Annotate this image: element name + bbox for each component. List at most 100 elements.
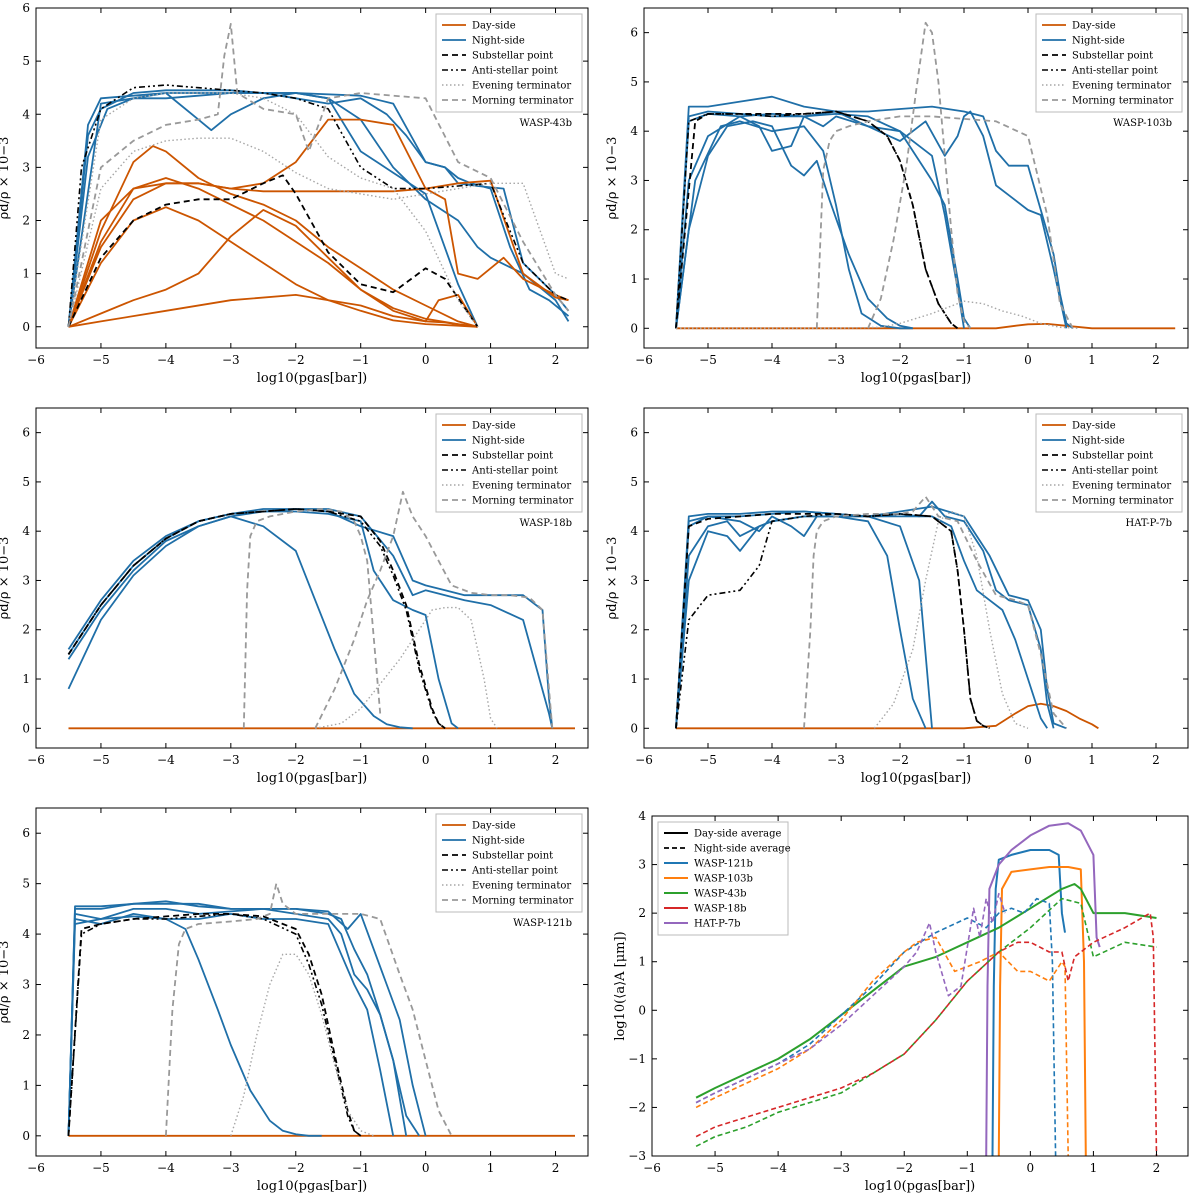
y-axis-label: log10(⟨a⟩A [μm]) — [613, 931, 628, 1040]
legend: Day-side Night-side Substellar point Anti-s… — [1035, 13, 1183, 113]
x-axis-label: log10(pgas[bar]) — [257, 371, 368, 386]
y-tick-label: −2 — [628, 1100, 646, 1114]
legend-label-night-side-average: Night-side average — [694, 844, 791, 855]
legend-label-anti-stellar-point: Anti-stellar point — [1071, 466, 1158, 477]
series-line-wasp-43b — [695, 883, 1157, 1099]
y-tick-label: 6 — [630, 26, 638, 40]
panel-1: −6 −5 −4 −3 −2 −1 0 1 2 0 1 2 3 4 5 6 log10(pgas[bar]) ρd… — [0, 1, 589, 386]
legend-label-day-side: Day-side — [472, 821, 516, 832]
y-tick-label: 4 — [638, 809, 646, 823]
series-line-night-side — [675, 515, 1048, 729]
legend-label-hat-p-7b: HAT-P-7b — [694, 919, 740, 930]
x-tick-label: −6 — [27, 1161, 45, 1175]
legend-label-day-side: Day-side — [1072, 421, 1116, 432]
series-line-day-side — [68, 208, 478, 328]
series-line-night-side — [675, 515, 933, 729]
x-tick-label: −5 — [92, 753, 110, 767]
legend: Day-side Night-side Substellar point Anti-s… — [1035, 413, 1183, 513]
x-tick-label: −3 — [827, 753, 845, 767]
series-line-night-side — [675, 95, 1074, 330]
series-line-night-side — [67, 92, 570, 327]
series-line-wasp-43b — [695, 897, 1157, 1148]
series-group — [695, 822, 1158, 1156]
x-tick-label: 0 — [422, 1161, 430, 1175]
series-line-day-side — [676, 702, 1099, 730]
legend-label-substellar-point: Substellar point — [472, 851, 553, 862]
series-line-night-side — [675, 110, 1068, 329]
x-tick-label: −4 — [769, 1161, 787, 1175]
x-tick-label: −5 — [92, 353, 110, 367]
legend-label-day-side: Day-side — [1072, 21, 1116, 32]
panel-3: −6 −5 −4 −3 −2 −1 0 1 2 0 1 2 3 4 5 6 log10(pgas[bar]) ρd… — [0, 407, 589, 786]
y-tick-label: 2 — [630, 623, 638, 637]
y-tick-label: 1 — [22, 267, 30, 281]
legend-label-morning-terminator: Morning terminator — [1072, 96, 1174, 107]
series-line-night-side — [675, 515, 927, 729]
x-tick-label: −1 — [958, 1161, 976, 1175]
series-line-day-side — [67, 177, 478, 328]
panel-6: −6 −5 −4 −3 −2 −1 0 1 2 −3 −2 −1 0 1 2 3 4 log10(pgas[bar… — [613, 809, 1189, 1194]
legend-label-night-side: Night-side — [1072, 36, 1125, 47]
legend-label-evening-terminator: Evening terminator — [472, 81, 571, 92]
legend-label-anti-stellar-point: Anti-stellar point — [471, 866, 558, 877]
legend-label-morning-terminator: Morning terminator — [472, 96, 574, 107]
y-axis-label: ρd/ρ × 10−3 — [0, 137, 12, 220]
y-tick-label: 6 — [630, 426, 638, 440]
x-tick-label: −1 — [955, 753, 973, 767]
y-tick-label: 5 — [22, 877, 30, 891]
legend: Day-side Night-side Substellar point Anti-s… — [435, 13, 583, 113]
y-tick-label: 4 — [630, 524, 638, 538]
series-line-anti-stellar-point — [675, 513, 990, 730]
series-line-day-side — [67, 206, 478, 328]
legend-label-day-side: Day-side — [472, 421, 516, 432]
series-line-night-side — [675, 120, 913, 330]
y-tick-label: 3 — [22, 978, 30, 992]
y-tick-label: 3 — [630, 173, 638, 187]
planet-label: WASP-103b — [1113, 118, 1172, 129]
series-line-morning-terminator — [242, 508, 382, 729]
x-tick-label: −6 — [27, 353, 45, 367]
x-tick-label: 1 — [487, 753, 495, 767]
x-tick-label: 1 — [487, 1161, 495, 1175]
y-tick-label: 0 — [638, 1003, 646, 1017]
x-tick-label: 0 — [422, 753, 430, 767]
x-tick-label: −1 — [352, 753, 370, 767]
legend-label-wasp-103b: WASP-103b — [694, 874, 753, 885]
series-line-night-side — [67, 900, 420, 1137]
series-line-anti-stellar-point — [67, 84, 569, 327]
legend-label-anti-stellar-point: Anti-stellar point — [471, 466, 558, 477]
x-tick-label: 2 — [552, 753, 560, 767]
legend-label-substellar-point: Substellar point — [472, 51, 553, 62]
y-axis-label: ρd/ρ × 10−3 — [605, 137, 620, 220]
series-line-night-side — [67, 92, 570, 327]
y-tick-label: 0 — [22, 320, 30, 334]
x-tick-label: −4 — [157, 353, 175, 367]
planet-label: HAT-P-7b — [1126, 518, 1172, 529]
series-line-night-side — [67, 915, 322, 1137]
x-tick-label: −6 — [635, 753, 653, 767]
series-group — [675, 495, 1099, 730]
plot-frame — [35, 407, 589, 749]
y-tick-label: 2 — [630, 223, 638, 237]
series-line-wasp-103b — [997, 866, 1087, 1156]
legend-label-anti-stellar-point: Anti-stellar point — [471, 66, 558, 77]
plot-frame — [643, 407, 1189, 749]
x-tick-label: −4 — [157, 753, 175, 767]
series-line-night-side — [675, 113, 972, 329]
x-tick-label: 1 — [487, 353, 495, 367]
x-tick-label: −1 — [955, 353, 973, 367]
legend-label-night-side: Night-side — [472, 36, 525, 47]
legend-label-evening-terminator: Evening terminator — [472, 481, 571, 492]
x-tick-label: −2 — [891, 753, 909, 767]
planet-label: WASP-121b — [513, 918, 572, 929]
legend-label-night-side: Night-side — [472, 436, 525, 447]
series-line-substellar-point — [675, 513, 990, 730]
legend-label-evening-terminator: Evening terminator — [1072, 481, 1171, 492]
series-line-wasp-18b — [695, 912, 1158, 1156]
series-line-morning-terminator — [803, 495, 1068, 729]
x-tick-label: −3 — [222, 753, 240, 767]
x-tick-label: 2 — [1152, 753, 1160, 767]
x-axis-label: log10(pgas[bar]) — [861, 771, 972, 786]
series-line-night-side — [675, 113, 965, 329]
series-group — [67, 490, 575, 730]
